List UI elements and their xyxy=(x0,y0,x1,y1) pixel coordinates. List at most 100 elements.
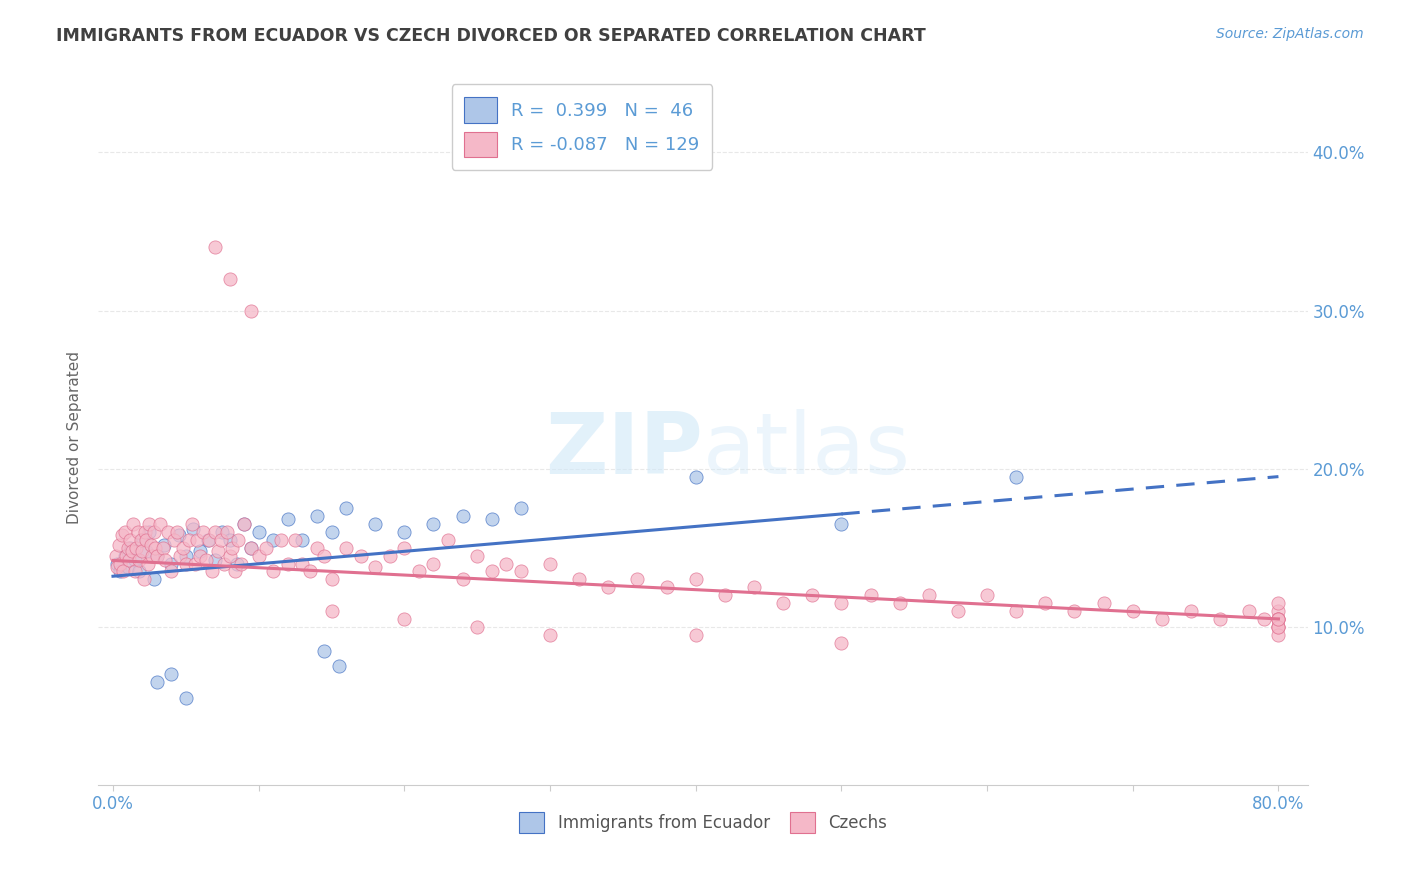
Point xyxy=(142,573,165,587)
Point xyxy=(129,533,152,547)
Point xyxy=(408,565,430,579)
Point xyxy=(160,565,183,579)
Point xyxy=(364,559,387,574)
Point xyxy=(112,565,135,579)
Point xyxy=(1239,604,1261,618)
Point xyxy=(127,524,149,539)
Point xyxy=(207,544,229,558)
Point xyxy=(142,524,165,539)
Point xyxy=(135,533,157,547)
Point xyxy=(115,549,138,563)
Point xyxy=(1267,628,1289,642)
Point xyxy=(451,509,474,524)
Point xyxy=(138,516,160,531)
Point xyxy=(1180,604,1202,618)
Point xyxy=(1267,612,1289,626)
Point xyxy=(305,509,328,524)
Point xyxy=(120,533,142,547)
Point xyxy=(1122,604,1144,618)
Point xyxy=(145,549,167,563)
Point xyxy=(538,628,561,642)
Point xyxy=(247,524,270,539)
Point xyxy=(190,544,212,558)
Point xyxy=(212,557,235,571)
Y-axis label: Divorced or Separated: Divorced or Separated xyxy=(67,351,83,524)
Text: ZIP: ZIP xyxy=(546,409,703,492)
Point xyxy=(364,516,387,531)
Point xyxy=(197,533,219,547)
Point xyxy=(160,557,183,571)
Point xyxy=(1267,612,1289,626)
Point xyxy=(598,580,620,594)
Point xyxy=(231,557,253,571)
Point xyxy=(131,544,153,558)
Point xyxy=(976,588,998,602)
Point xyxy=(218,272,240,286)
Point xyxy=(141,549,163,563)
Point xyxy=(122,516,145,531)
Point xyxy=(305,541,328,555)
Point xyxy=(314,549,336,563)
Point xyxy=(174,690,197,705)
Point xyxy=(298,565,321,579)
Point xyxy=(153,538,176,552)
Point xyxy=(350,549,373,563)
Point xyxy=(1063,604,1085,618)
Point xyxy=(155,553,177,567)
Point xyxy=(224,565,246,579)
Point xyxy=(889,596,911,610)
Point xyxy=(160,667,183,681)
Point xyxy=(218,533,240,547)
Point xyxy=(291,557,314,571)
Point xyxy=(117,541,139,555)
Point xyxy=(1150,612,1173,626)
Point xyxy=(335,501,357,516)
Point xyxy=(685,469,707,483)
Point xyxy=(128,565,150,579)
Point xyxy=(108,538,131,552)
Point xyxy=(247,549,270,563)
Point xyxy=(204,240,226,254)
Point xyxy=(291,533,314,547)
Point xyxy=(104,549,127,563)
Point xyxy=(167,528,190,542)
Point xyxy=(277,512,299,526)
Point xyxy=(946,604,969,618)
Point xyxy=(1209,612,1232,626)
Point xyxy=(145,549,167,563)
Point xyxy=(152,541,174,555)
Point xyxy=(233,516,256,531)
Point xyxy=(465,549,488,563)
Point xyxy=(190,549,212,563)
Point xyxy=(124,565,146,579)
Point xyxy=(378,549,401,563)
Point xyxy=(145,675,167,690)
Point xyxy=(314,643,336,657)
Point xyxy=(262,565,284,579)
Point xyxy=(321,573,343,587)
Point xyxy=(138,524,160,539)
Point xyxy=(509,565,531,579)
Point xyxy=(568,573,591,587)
Point xyxy=(118,553,141,567)
Point xyxy=(209,533,232,547)
Text: atlas: atlas xyxy=(703,409,911,492)
Point xyxy=(204,553,226,567)
Point xyxy=(124,553,146,567)
Point xyxy=(859,588,882,602)
Point xyxy=(166,524,188,539)
Point xyxy=(742,580,765,594)
Point xyxy=(685,573,707,587)
Point xyxy=(136,557,159,571)
Point xyxy=(174,549,197,563)
Point xyxy=(465,620,488,634)
Point xyxy=(181,522,204,536)
Point xyxy=(225,557,247,571)
Point xyxy=(180,516,202,531)
Point xyxy=(110,557,132,571)
Point xyxy=(1267,612,1289,626)
Point xyxy=(198,533,221,547)
Point xyxy=(481,565,503,579)
Point xyxy=(186,533,208,547)
Point xyxy=(134,524,156,539)
